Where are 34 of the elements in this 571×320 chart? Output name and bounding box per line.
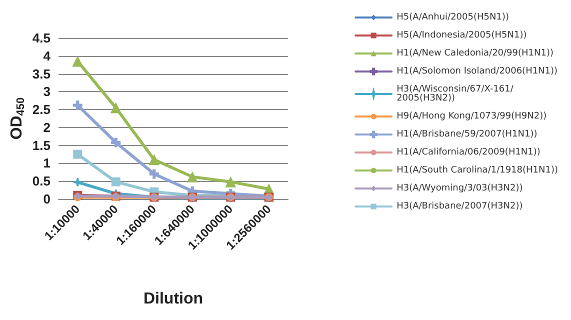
legend-label: H3(A/Wisconsin/67/X-161/2005(H3N2)) xyxy=(396,84,514,104)
x-axis-title: Dilution xyxy=(143,290,204,308)
legend-label: H1(A/Brisbane/59/2007(H1N1)) xyxy=(396,130,538,140)
y-tick-label: 1.5 xyxy=(32,138,50,153)
legend-label: H1(A/California/06/2009(H1N1)) xyxy=(396,148,540,158)
legend-label: H3(A/Brisbane/2007(H3N2)) xyxy=(396,202,523,212)
point xyxy=(72,56,84,67)
y-tick-label: 0 xyxy=(43,192,50,206)
point xyxy=(149,169,159,179)
y-tick-label: 4 xyxy=(43,48,52,64)
legend-label: H9(A/Hong Kong/1073/99(H9N2)) xyxy=(396,112,547,122)
legend-label: H1(A/New Caledonia/20/99(H1N1)) xyxy=(396,48,554,58)
y-tick-label: 0.5 xyxy=(32,174,50,189)
point xyxy=(73,150,82,159)
y-tick-label: 2.5 xyxy=(32,102,50,118)
y-tick-label: 4.5 xyxy=(32,30,50,46)
point xyxy=(111,177,120,186)
point xyxy=(72,177,82,187)
point xyxy=(225,176,236,188)
point xyxy=(110,102,122,114)
point xyxy=(148,154,160,166)
y-tick-label: 2 xyxy=(43,120,50,135)
y-axis-title: OD450 xyxy=(8,97,27,140)
point xyxy=(186,171,198,182)
legend-label: H5(A/Indonesia/2005(H5N1)) xyxy=(396,30,527,40)
point xyxy=(111,138,121,148)
legend-label: H5(A/Anhui/2005(H5N1)) xyxy=(396,12,509,22)
legend-label: H1(A/South Carolina/1/1918(H1N1)) xyxy=(396,166,558,176)
point xyxy=(72,100,82,110)
legend-label: H1(A/Solomon Isoland/2006(H1N1)) xyxy=(396,66,558,76)
legend-label: H3(A/Wyoming/3/03(H3N2)) xyxy=(396,184,523,194)
y-tick-label: 3 xyxy=(43,84,50,100)
y-tick-label: 3.5 xyxy=(32,66,50,82)
y-tick-label: 1 xyxy=(43,156,50,171)
